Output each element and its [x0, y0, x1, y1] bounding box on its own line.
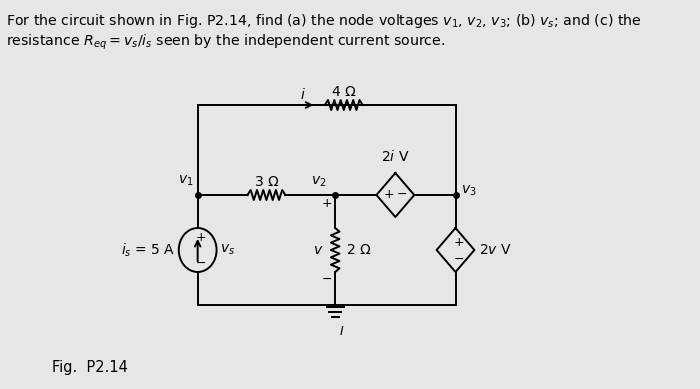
Text: +: +	[321, 196, 332, 210]
Text: −: −	[397, 187, 407, 200]
Text: 4 Ω: 4 Ω	[332, 85, 356, 99]
Text: +: +	[196, 231, 206, 244]
Text: $v_s$: $v_s$	[220, 243, 235, 257]
Text: 2$v$ V: 2$v$ V	[479, 243, 512, 257]
Text: $v$: $v$	[313, 243, 323, 257]
Text: −: −	[454, 252, 464, 266]
Text: $v_2$: $v_2$	[312, 175, 327, 189]
Text: +: +	[454, 235, 464, 249]
Text: 2 Ω: 2 Ω	[347, 243, 371, 257]
Text: resistance $R_{eq} = v_s/i_s$ seen by the independent current source.: resistance $R_{eq} = v_s/i_s$ seen by th…	[6, 33, 445, 52]
Text: I: I	[340, 325, 343, 338]
Text: $v_1$: $v_1$	[178, 174, 193, 188]
Text: Fig.  P2.14: Fig. P2.14	[52, 360, 127, 375]
Text: $i$: $i$	[300, 86, 307, 102]
Text: 3 Ω: 3 Ω	[255, 175, 279, 189]
Text: $i_s$ = 5 A: $i_s$ = 5 A	[121, 241, 175, 259]
Text: For the circuit shown in Fig. P2.14, find (a) the node voltages $v_1$, $v_2$, $v: For the circuit shown in Fig. P2.14, fin…	[6, 12, 641, 30]
Text: $v_3$: $v_3$	[461, 184, 476, 198]
Text: −: −	[196, 256, 206, 270]
Text: −: −	[321, 273, 332, 286]
Text: 2$i$ V: 2$i$ V	[381, 149, 409, 164]
Text: +: +	[384, 187, 395, 200]
